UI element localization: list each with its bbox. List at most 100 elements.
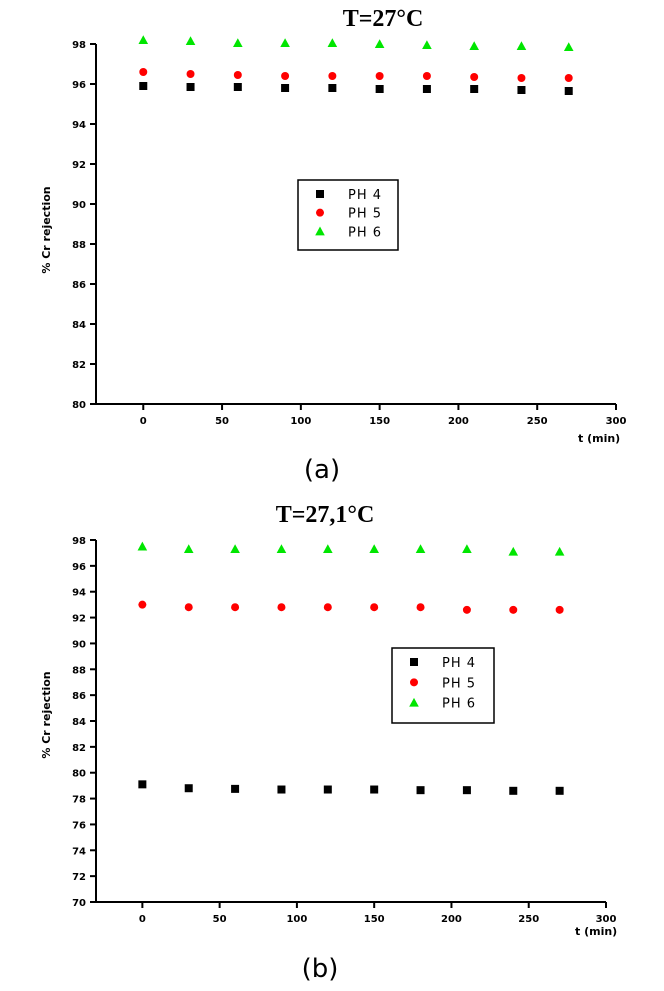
data-point-triangle [554, 546, 565, 556]
data-point-circle [375, 72, 384, 80]
data-point-square [422, 85, 431, 93]
data-point-square [416, 786, 425, 795]
data-point-circle [328, 72, 337, 80]
data-point-triangle [138, 35, 149, 44]
data-point-square [375, 85, 384, 93]
y-tick-label: 82 [72, 360, 86, 371]
y-tick-label: 76 [72, 820, 86, 831]
data-point-circle [323, 603, 332, 612]
data-point-triangle [422, 40, 432, 49]
y-axis-label: % Cr rejection [40, 186, 53, 273]
legend-marker-triangle [315, 226, 325, 236]
legend-marker-circle [410, 678, 418, 687]
y-tick-label: 94 [72, 120, 86, 131]
x-tick-label: 0 [140, 416, 147, 427]
y-tick-label: 92 [72, 160, 86, 171]
data-point-circle [281, 72, 290, 80]
y-tick-label: 88 [72, 240, 86, 251]
y-tick-label: 84 [72, 320, 86, 331]
data-point-triangle [327, 38, 338, 47]
chart-panel-a: T=27°C 80 82 84 86 88 90 92 94 96 98 0 50 100 150 200 25… [0, 0, 664, 495]
x-tick-label: 150 [369, 416, 390, 427]
data-point-circle [370, 603, 379, 612]
data-point-triangle [280, 38, 290, 47]
y-tick-label: 98 [72, 40, 86, 51]
data-point-square [328, 84, 337, 92]
y-tick-label: 90 [72, 200, 86, 211]
data-point-square [323, 785, 332, 794]
data-point-square [184, 784, 193, 793]
x-tick-label: 50 [213, 914, 227, 925]
y-tick-label: 96 [72, 562, 86, 573]
data-point-triangle [233, 38, 243, 47]
data-point-square [233, 83, 242, 91]
y-tick-label: 82 [72, 743, 86, 754]
data-point-square [462, 786, 471, 795]
legend-label: PH 4 [442, 656, 476, 671]
chart-title: T=27°C [343, 6, 424, 32]
legend-box [391, 647, 495, 724]
legend-label: PH 6 [442, 697, 476, 712]
legend-label: PH 6 [348, 225, 382, 240]
legend-marker-square [410, 658, 418, 666]
y-tick-label: 92 [72, 614, 86, 625]
data-point-triangle [516, 41, 527, 50]
data-point-square [281, 84, 290, 92]
y-tick-label: 72 [72, 872, 86, 883]
data-point-square [470, 85, 479, 93]
legend-marker-square [316, 190, 324, 198]
y-tick-label: 84 [72, 717, 86, 728]
x-tick-label: 100 [290, 416, 311, 427]
data-point-circle [422, 72, 431, 80]
data-point-circle [139, 68, 148, 76]
x-axis-label: t (min) [578, 432, 620, 445]
data-point-circle [416, 603, 425, 612]
x-axis-label: t (min) [575, 925, 617, 938]
y-tick-label: 70 [72, 898, 86, 909]
y-tick-label: 86 [72, 280, 86, 291]
chart-a: T=27°C 80 82 84 86 88 90 92 94 96 98 0 50 100 150 200 25… [40, 6, 627, 485]
data-point-circle [138, 600, 147, 609]
data-point-circle [184, 603, 193, 612]
legend-label: PH 5 [348, 207, 382, 222]
data-point-triangle [276, 544, 287, 554]
y-tick-label: 74 [72, 846, 86, 857]
legend-label: PH 4 [348, 188, 382, 203]
data-point-circle [277, 603, 286, 612]
data-point-square [509, 786, 518, 795]
data-point-circle [231, 603, 240, 612]
data-point-square [277, 785, 286, 794]
chart-b: T=27,1°C 70 72 74 76 78 80 82 84 86 88 90 92 94 96 98 0 5… [40, 502, 617, 984]
figure-caption: (a) [304, 455, 340, 485]
y-tick-label: 80 [72, 400, 86, 411]
y-tick-label: 96 [72, 80, 86, 91]
y-tick-label: 94 [72, 588, 86, 599]
data-point-square [517, 86, 526, 94]
x-tick-label: 300 [606, 416, 627, 427]
data-point-triangle [369, 544, 379, 554]
x-tick-label: 200 [441, 914, 462, 925]
x-tick-label: 200 [448, 416, 469, 427]
data-point-triangle [469, 41, 479, 50]
legend-marker-circle [316, 208, 324, 217]
data-point-triangle [563, 42, 574, 51]
y-tick-label: 88 [72, 665, 86, 676]
y-tick-label: 86 [72, 691, 86, 702]
legend-box [297, 179, 399, 251]
data-point-square [186, 83, 195, 91]
legend-marker-triangle [409, 697, 419, 707]
data-point-triangle [374, 39, 385, 48]
data-point-triangle [462, 544, 472, 554]
data-point-triangle [137, 541, 148, 551]
figure-caption: (b) [302, 954, 339, 984]
data-point-square [231, 784, 240, 793]
data-point-triangle [508, 546, 519, 556]
data-point-circle [470, 73, 479, 81]
data-point-square [370, 785, 379, 794]
data-point-circle [564, 74, 573, 82]
chart-title: T=27,1°C [276, 502, 375, 528]
data-point-square [139, 82, 148, 90]
x-tick-label: 0 [139, 914, 146, 925]
chart-panel-b: T=27,1°C 70 72 74 76 78 80 82 84 86 88 90 92 94 96 98 0 5… [0, 495, 664, 991]
data-point-circle [509, 605, 518, 614]
